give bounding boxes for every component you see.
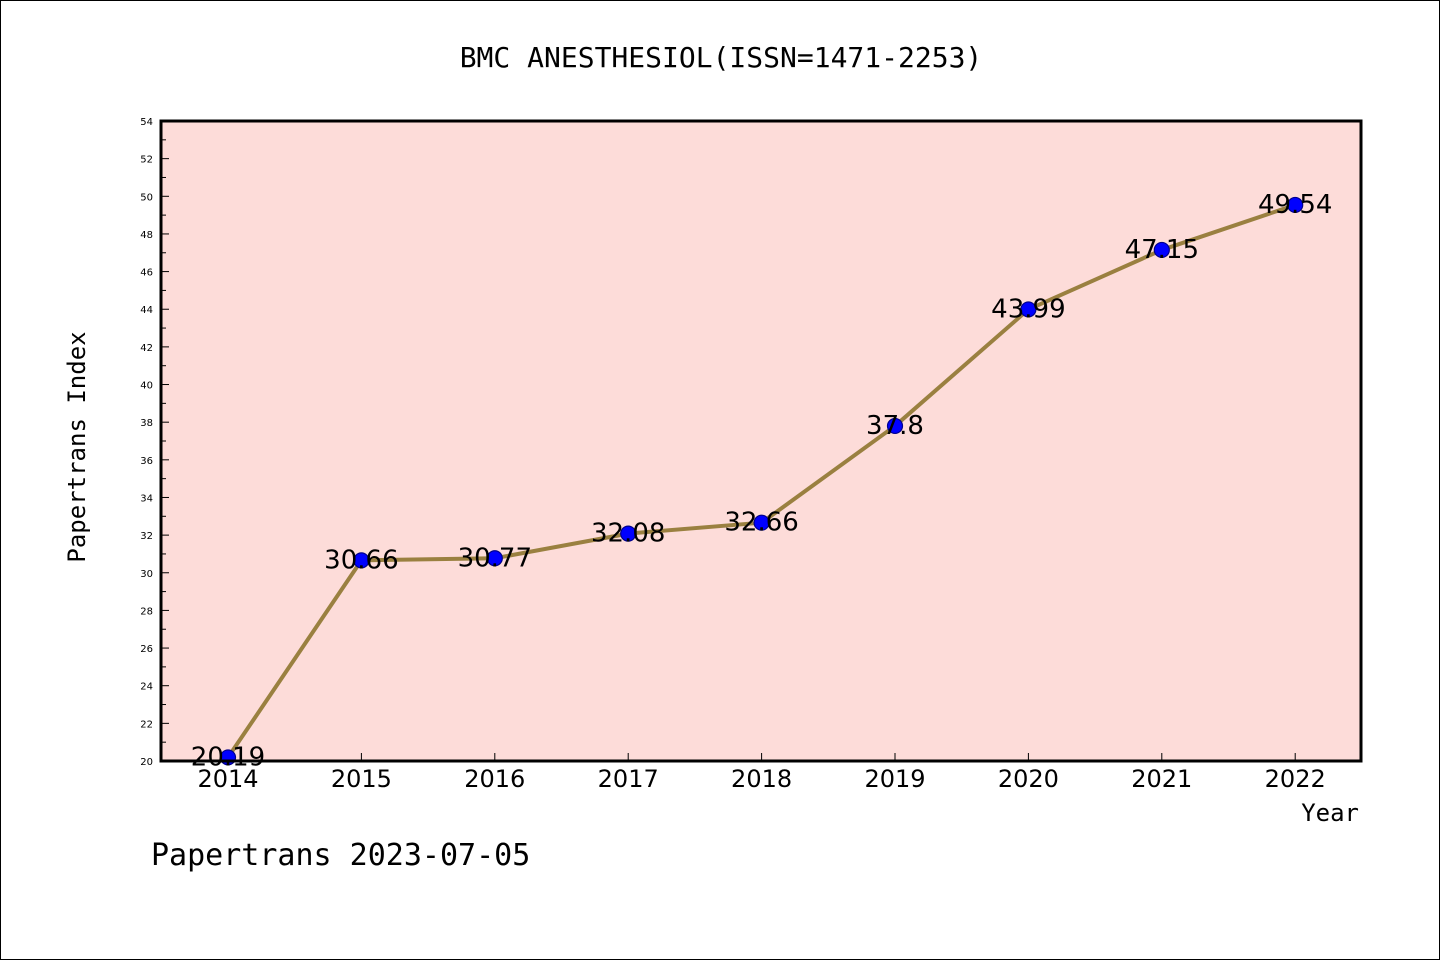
plot-area: [161, 121, 1361, 761]
y-tick-label: 54: [140, 117, 153, 128]
y-tick-label: 26: [140, 644, 153, 655]
x-tick-label: 2018: [731, 765, 792, 793]
data-point: [886, 417, 904, 435]
x-axis-label: Year: [1301, 799, 1359, 827]
y-tick-label: 36: [140, 456, 153, 467]
footer-stamp: Papertrans 2023-07-05: [151, 838, 530, 873]
x-tick-label: 2021: [1131, 765, 1192, 793]
x-tick-label: 2017: [598, 765, 659, 793]
data-label: 20.19: [191, 742, 265, 772]
data-label: 32.08: [591, 519, 665, 549]
y-tick-label: 52: [140, 155, 153, 166]
y-tick-label: 44: [140, 305, 153, 316]
y-tick-label: 24: [140, 682, 153, 693]
y-tick-label: 38: [140, 418, 153, 429]
y-axis-label: Papertrans Index: [63, 331, 91, 562]
y-tick-label: 34: [140, 493, 153, 504]
y-tick-label: 40: [140, 381, 153, 392]
x-axis: 2014 2015 2016 2017 2018 2019 2020 2021 2022: [197, 753, 1326, 793]
data-label: 43.99: [991, 294, 1065, 324]
data-point: [1287, 196, 1304, 214]
y-tick-label: 22: [140, 719, 153, 730]
x-tick-label: 2016: [464, 765, 525, 793]
data-markers: [219, 196, 1304, 766]
data-label: 37.8: [866, 411, 924, 441]
x-tick-label: 2014: [197, 765, 258, 793]
y-tick-label: 42: [140, 343, 153, 354]
y-tick-label: 48: [140, 230, 153, 241]
x-tick-label: 2020: [998, 765, 1059, 793]
data-label: 30.66: [324, 545, 398, 575]
data-point: [353, 552, 370, 569]
y-tick-label: 50: [140, 192, 153, 203]
data-point: [620, 525, 637, 542]
x-tick-label: 2019: [864, 765, 925, 793]
y-tick-label: 32: [140, 531, 153, 542]
y-tick-label: 46: [140, 268, 153, 279]
y-tick-label: 28: [140, 606, 153, 617]
data-label: 49.54: [1258, 190, 1332, 220]
x-tick-label: 2015: [331, 765, 392, 793]
plot-border: [159, 119, 1363, 763]
data-point: [753, 514, 770, 531]
y-tick-label: 30: [140, 569, 153, 580]
data-label: 30.77: [458, 543, 532, 573]
data-labels: 20.19 30.66 30.77 32.08 32.66 37.8 43.99 47.15 4…: [191, 190, 1333, 772]
y-tick-label: 20: [140, 757, 153, 768]
data-point: [1020, 301, 1037, 318]
data-point: [1153, 241, 1170, 259]
data-label: 32.66: [724, 508, 798, 538]
data-point: [486, 550, 503, 567]
data-label: 47.15: [1125, 235, 1199, 265]
y-axis: 20 22 24 26 28 30 32 34 36 38 40 42 44 46 48 50 52 54: [140, 117, 169, 768]
chart-title: BMC ANESTHESIOL(ISSN=1471-2253): [460, 41, 983, 74]
x-tick-label: 2022: [1265, 765, 1326, 793]
